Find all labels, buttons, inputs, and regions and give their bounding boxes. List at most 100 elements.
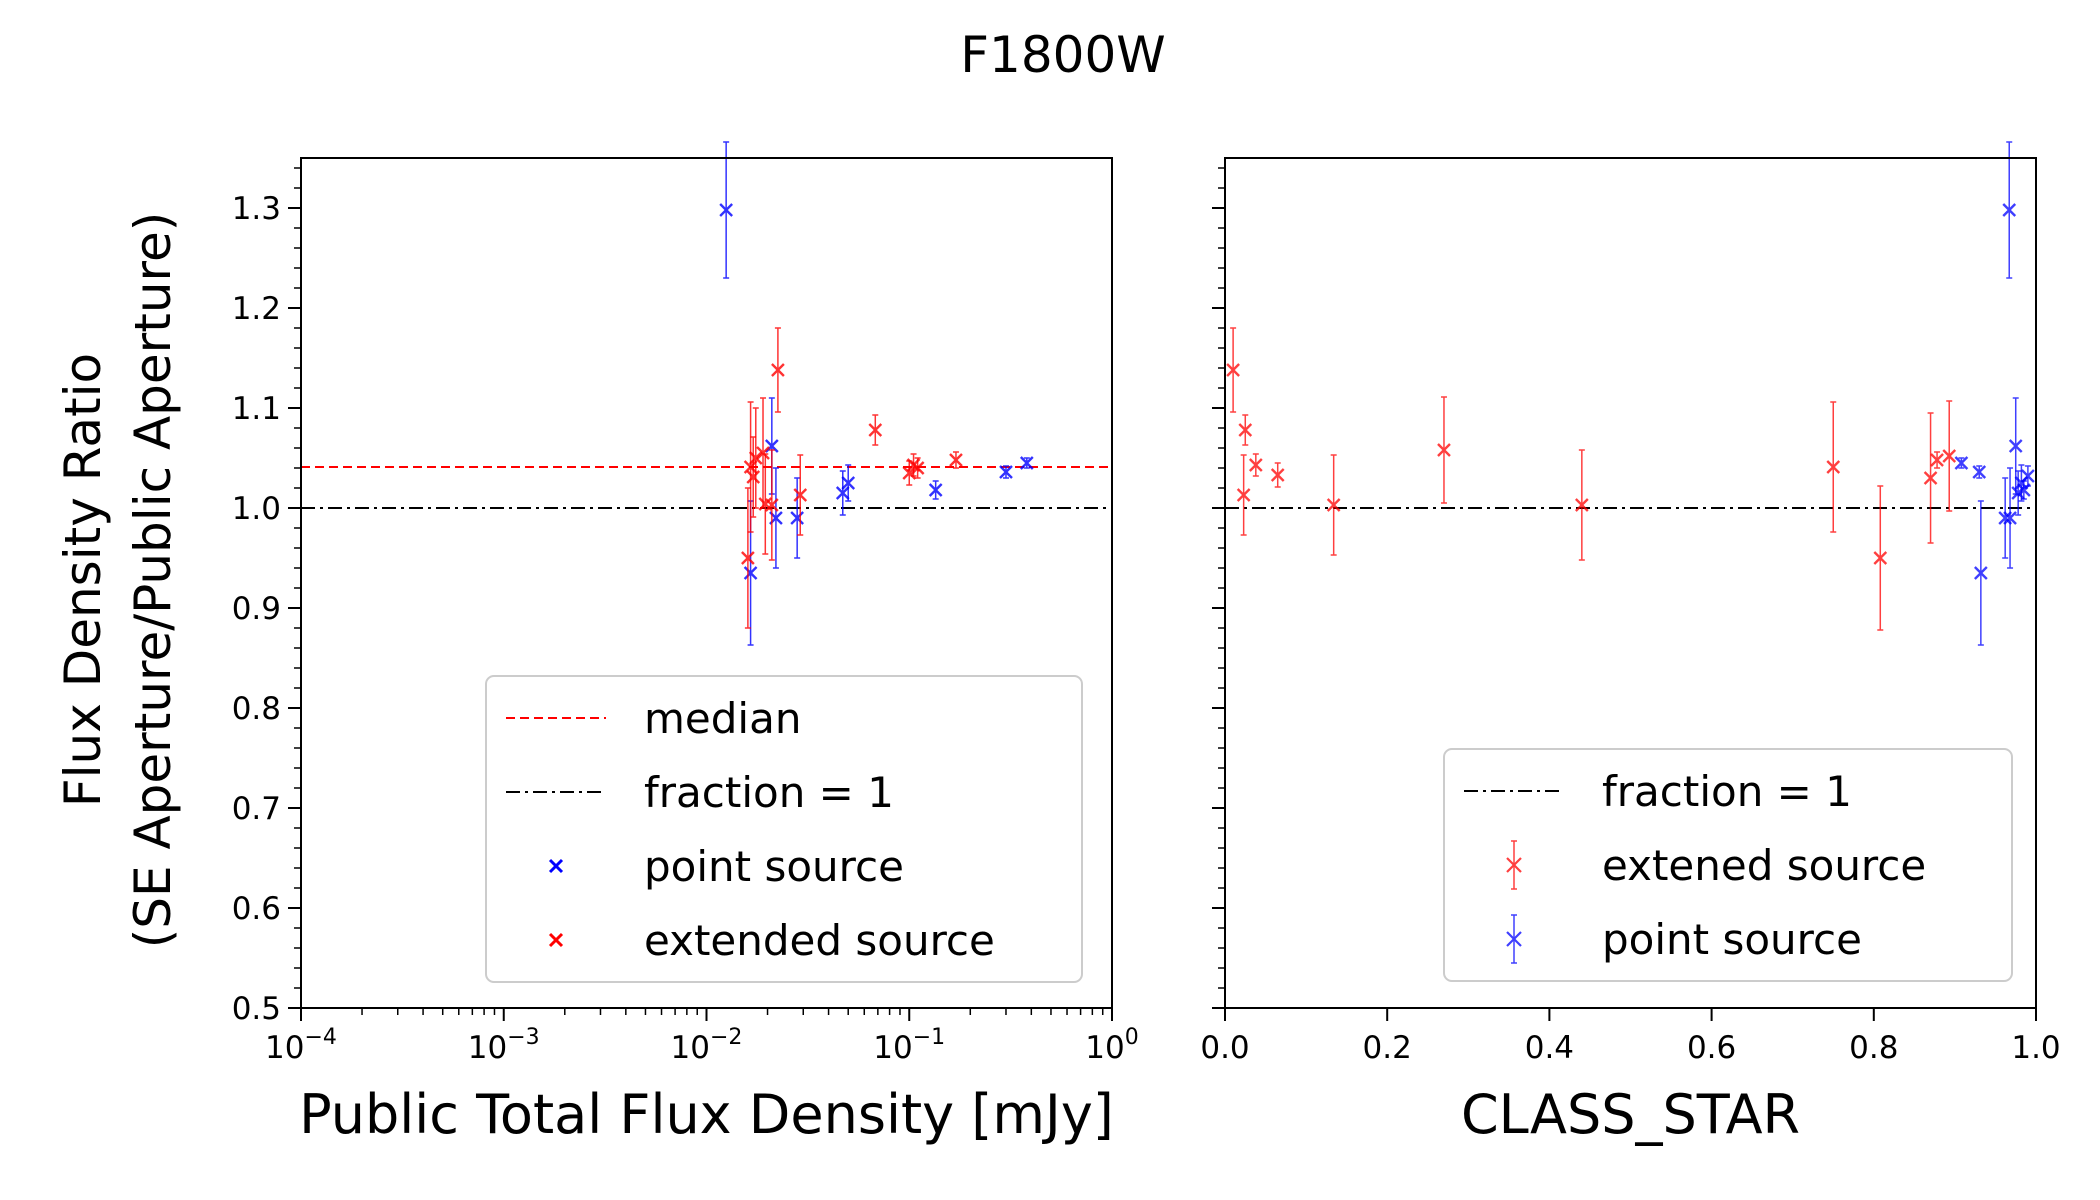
legend-label: median	[644, 694, 801, 743]
marker	[743, 460, 758, 474]
marker	[1826, 460, 1841, 474]
marker	[756, 446, 770, 460]
marker	[2008, 439, 2023, 453]
point-source-point	[999, 465, 1013, 479]
marker	[790, 511, 805, 525]
marker	[741, 551, 755, 565]
marker	[1019, 456, 1034, 470]
marker	[748, 451, 763, 465]
extended-source-point	[1923, 412, 1938, 544]
extended-source-point	[1574, 449, 1589, 561]
x-tick-label: 10−2	[671, 1025, 743, 1066]
legend-frame	[485, 675, 1083, 983]
marker	[1238, 423, 1253, 437]
x-tick-label: 100	[1085, 1025, 1138, 1066]
marker	[1326, 498, 1341, 512]
extended-source-point	[771, 327, 785, 413]
extended-source-point	[748, 407, 763, 509]
marker	[719, 203, 733, 217]
legend-entry: median	[506, 694, 801, 743]
legend-label: point source	[1602, 915, 1862, 964]
legend-entry: extended source	[548, 916, 995, 965]
y-tick-label: 1.0	[232, 491, 281, 527]
extended-source-point	[793, 454, 808, 536]
legend-frame	[1443, 748, 2013, 982]
marker	[764, 498, 779, 512]
extended-source-point	[756, 397, 770, 509]
extended-source-point	[764, 449, 779, 561]
extended-source-point	[746, 436, 761, 518]
point-source-point	[2003, 467, 2017, 569]
marker	[2002, 203, 2017, 217]
legend-handle	[1506, 914, 1522, 964]
x-tick-label: 0.4	[1525, 1030, 1574, 1066]
legend: median fraction = 1 point source extended s…	[485, 675, 1083, 983]
legend-handle	[548, 858, 564, 874]
marker	[841, 476, 856, 490]
point-source-point	[928, 480, 943, 500]
marker	[835, 486, 850, 500]
marker	[1972, 465, 1987, 479]
marker	[868, 423, 883, 437]
y-tick-label: 1.2	[232, 291, 281, 327]
extended-source-point	[1238, 414, 1253, 446]
point-source-point	[1998, 477, 2013, 559]
extended-source-point	[1226, 327, 1240, 413]
extended-source-point	[1236, 454, 1251, 536]
marker	[771, 363, 785, 377]
x-tick-label: 0.6	[1687, 1030, 1736, 1066]
marker	[1974, 566, 1988, 580]
right-panel-class-star: 0.0 0.2 0.4 0.6 0.8 1.0 CLASS_STAR fraction = 1…	[1200, 141, 2061, 1146]
marker	[746, 470, 761, 484]
extended-source-point	[910, 457, 925, 479]
marker	[1923, 471, 1938, 485]
point-source-point	[2002, 141, 2017, 279]
legend-handle	[1506, 840, 1522, 890]
marker	[1270, 468, 1285, 482]
legend-label: point source	[644, 842, 904, 891]
legend-entry: point source	[548, 842, 904, 891]
legend-entry: fraction = 1	[506, 768, 894, 817]
axes-frame	[300, 157, 1113, 1009]
marker	[1248, 458, 1263, 472]
y-tick-label: 0.6	[232, 891, 281, 927]
extended-source-point	[1326, 454, 1341, 556]
legend-entry: fraction = 1	[1464, 767, 1852, 816]
x-axis-label: CLASS_STAR	[1461, 1083, 1800, 1146]
marker	[1873, 551, 1888, 565]
y-tick-label: 0.8	[232, 691, 281, 727]
marker	[1954, 456, 1969, 470]
legend: fraction = 1 extened source point source	[1443, 748, 2013, 982]
x-tick-label: 10−4	[265, 1025, 337, 1066]
legend-entry: point source	[1506, 914, 1862, 964]
marker	[910, 461, 925, 475]
x-tick-label: 0.0	[1200, 1030, 1249, 1066]
y-tick-label: 0.5	[232, 991, 281, 1027]
point-source-point	[719, 141, 733, 279]
extended-source-point	[1248, 453, 1263, 477]
marker	[1437, 443, 1451, 457]
marker	[1574, 498, 1589, 512]
legend-handle	[548, 932, 564, 948]
marker	[1942, 449, 1957, 463]
point-source-point	[2008, 397, 2023, 495]
marker	[928, 483, 943, 497]
left-panel-flux-density: 0.5 0.6 0.7 0.8 0.9 1.0 1.1 1.2 1.3 10−4 10−3 10−2 1…	[232, 141, 1139, 1146]
extended-source-point	[1942, 400, 1957, 512]
extended-source-point	[1437, 396, 1451, 504]
axes-frame	[1224, 157, 2037, 1009]
y-tick-label: 0.7	[232, 791, 281, 827]
legend-label: extended source	[644, 916, 995, 965]
y-tick-label: 1.1	[232, 391, 281, 427]
point-source-point	[1019, 456, 1034, 470]
marker	[1998, 511, 2013, 525]
point-source-point	[841, 464, 856, 502]
legend-entry: extened source	[1506, 840, 1926, 890]
x-tick-label: 10−1	[873, 1025, 945, 1066]
extended-source-point	[949, 451, 963, 469]
marker	[1930, 453, 1944, 467]
marker	[1236, 488, 1251, 502]
marker	[764, 439, 779, 453]
extended-source-point	[1930, 451, 1944, 469]
